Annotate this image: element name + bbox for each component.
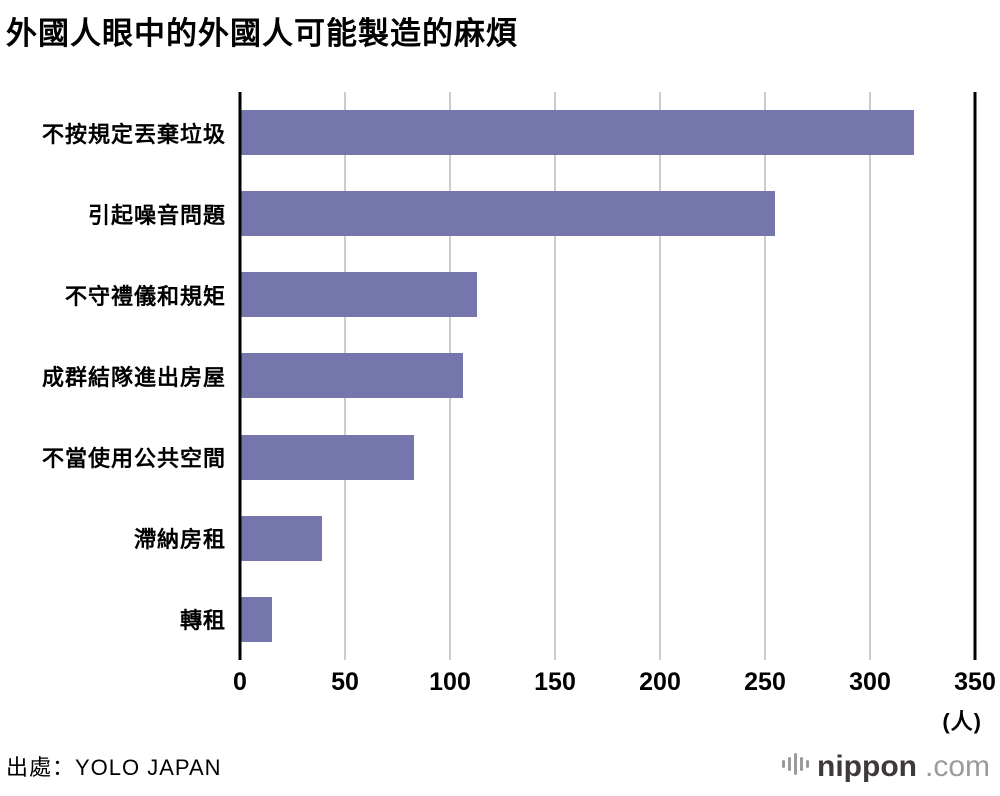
bar — [240, 272, 478, 318]
bar-row: 滯納房租 — [134, 498, 975, 579]
x-tick-label: 200 — [639, 668, 681, 696]
x-tick-label: 0 — [233, 668, 247, 696]
logo-tld: .com — [924, 749, 990, 783]
bar-row: 成群結隊進出房屋 — [42, 335, 975, 416]
category-label: 滯納房租 — [133, 527, 226, 553]
category-label: 引起噪音問題 — [87, 202, 226, 228]
x-tick-label: 150 — [534, 668, 576, 696]
gridline — [869, 92, 871, 660]
bar — [240, 515, 322, 561]
category-label: 不守禮儀和規矩 — [64, 283, 226, 309]
source-credit: 出處：YOLO JAPAN — [6, 755, 222, 780]
x-axis-ticks: 0 50 100 150 200 250 300 350 — [233, 668, 996, 698]
footer: 出處：YOLO JAPAN nippon .com — [0, 744, 1000, 788]
right-axis-line — [973, 92, 977, 660]
gridline — [764, 92, 766, 660]
category-label: 成群結隊進出房屋 — [41, 364, 226, 390]
bar — [240, 191, 776, 237]
bar-row: 轉租 — [180, 579, 975, 660]
bar-row: 不當使用公共空間 — [42, 417, 975, 498]
nippon-com-logo: nippon .com — [782, 751, 990, 782]
category-label: 不按規定丟棄垃圾 — [41, 121, 226, 147]
logo-name: nippon — [817, 749, 917, 783]
bar-row: 不按規定丟棄垃圾 — [42, 92, 975, 173]
axis-unit-label: (人) — [942, 709, 982, 734]
bar-rows: 不按規定丟棄垃圾引起噪音問題不守禮儀和規矩成群結隊進出房屋 不當使用公共空間滯納房… — [42, 92, 975, 660]
bar — [240, 110, 915, 156]
bar — [240, 596, 272, 642]
x-tick-label: 100 — [429, 668, 471, 696]
x-tick-label: 250 — [744, 668, 786, 696]
bar-row: 不守禮儀和規矩 — [65, 254, 975, 335]
soundwave-icon — [782, 751, 810, 777]
bar-row: 引起噪音問題 — [88, 173, 975, 254]
y-axis-line — [238, 92, 242, 660]
gridline — [659, 92, 661, 660]
gridline — [554, 92, 556, 660]
x-tick-label: 50 — [331, 668, 359, 696]
chart-title: 外國人眼中的外國人可能製造的麻煩 — [6, 16, 518, 51]
category-label: 轉租 — [179, 608, 226, 634]
category-label: 不當使用公共空間 — [41, 446, 226, 472]
bar — [240, 434, 415, 480]
bar — [240, 353, 463, 399]
x-tick-label: 300 — [849, 668, 891, 696]
x-tick-label: 350 — [954, 668, 996, 696]
